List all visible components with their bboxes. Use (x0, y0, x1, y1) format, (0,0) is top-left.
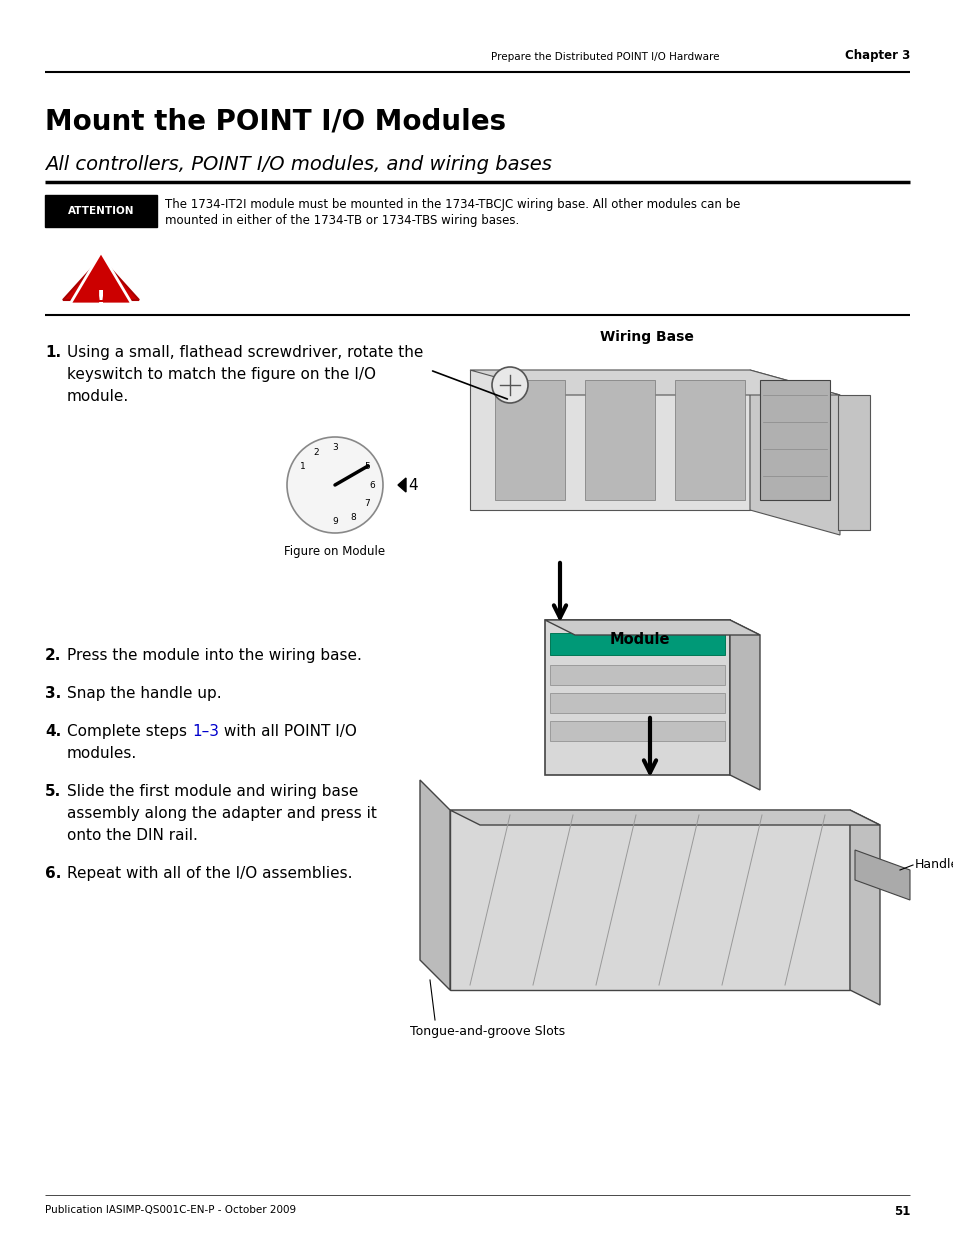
Text: 6.: 6. (45, 866, 61, 881)
Bar (550, 664, 724, 685)
Circle shape (287, 437, 382, 534)
Text: 3: 3 (332, 443, 337, 452)
Text: 1–3: 1–3 (192, 724, 219, 739)
Text: 5.: 5. (45, 784, 61, 799)
Text: !: ! (96, 290, 106, 310)
Text: Complete steps: Complete steps (67, 724, 192, 739)
Text: Prepare the Distributed POINT I/O Hardware: Prepare the Distributed POINT I/O Hardwa… (491, 52, 720, 62)
Text: Chapter 3: Chapter 3 (843, 49, 909, 62)
Text: Snap the handle up.: Snap the handle up. (67, 685, 221, 701)
Polygon shape (675, 380, 744, 500)
Text: with all POINT I/O: with all POINT I/O (219, 724, 356, 739)
Text: modules.: modules. (67, 746, 137, 761)
Text: Mount the POINT I/O Modules: Mount the POINT I/O Modules (45, 107, 506, 136)
Polygon shape (760, 380, 829, 500)
Text: ATTENTION: ATTENTION (68, 206, 134, 216)
Text: Tongue-and-groove Slots: Tongue-and-groove Slots (410, 1025, 564, 1037)
Text: module.: module. (67, 389, 129, 404)
Text: 1: 1 (300, 462, 306, 471)
Text: 4.: 4. (45, 724, 61, 739)
Text: 2: 2 (314, 448, 319, 457)
Text: 9: 9 (332, 517, 337, 526)
Text: Wiring Base: Wiring Base (599, 330, 693, 345)
Bar (450, 810, 849, 990)
Polygon shape (63, 258, 139, 300)
Polygon shape (470, 370, 749, 510)
Text: 1.: 1. (45, 345, 61, 359)
Text: mounted in either of the 1734-TB or 1734-TBS wiring bases.: mounted in either of the 1734-TB or 1734… (165, 214, 518, 227)
Text: All controllers, POINT I/O modules, and wiring bases: All controllers, POINT I/O modules, and … (45, 156, 551, 174)
Text: 5: 5 (364, 462, 370, 471)
Text: Repeat with all of the I/O assemblies.: Repeat with all of the I/O assemblies. (67, 866, 352, 881)
Polygon shape (854, 850, 909, 900)
Polygon shape (849, 810, 879, 1005)
Text: Press the module into the wiring base.: Press the module into the wiring base. (67, 648, 361, 663)
Polygon shape (70, 252, 132, 304)
Polygon shape (419, 781, 450, 990)
Text: The 1734-IT2I module must be mounted in the 1734-TBCJC wiring base. All other mo: The 1734-IT2I module must be mounted in … (165, 198, 740, 211)
Text: Using a small, flathead screwdriver, rotate the: Using a small, flathead screwdriver, rot… (67, 345, 423, 359)
Polygon shape (544, 620, 760, 635)
Text: onto the DIN rail.: onto the DIN rail. (67, 827, 197, 844)
Text: 6: 6 (369, 480, 375, 489)
Text: 2.: 2. (45, 648, 61, 663)
Polygon shape (450, 810, 879, 825)
Text: assembly along the adapter and press it: assembly along the adapter and press it (67, 806, 376, 821)
Bar (550, 634, 724, 655)
Text: Publication IASIMP-QS001C-EN-P - October 2009: Publication IASIMP-QS001C-EN-P - October… (45, 1205, 295, 1215)
Polygon shape (584, 380, 655, 500)
Polygon shape (495, 380, 564, 500)
Bar (544, 620, 729, 776)
Polygon shape (729, 620, 760, 790)
Polygon shape (470, 370, 840, 395)
Bar (550, 721, 724, 741)
Text: Slide the first module and wiring base: Slide the first module and wiring base (67, 784, 358, 799)
Text: 8: 8 (351, 513, 356, 521)
Text: Figure on Module: Figure on Module (284, 545, 385, 558)
Text: Handle: Handle (914, 858, 953, 872)
Text: keyswitch to match the figure on the I/O: keyswitch to match the figure on the I/O (67, 367, 375, 382)
Bar (550, 693, 724, 713)
Polygon shape (837, 395, 869, 530)
Text: 4: 4 (408, 478, 417, 493)
Text: 7: 7 (364, 499, 370, 508)
Polygon shape (397, 478, 406, 492)
Polygon shape (749, 370, 840, 535)
Text: 3.: 3. (45, 685, 61, 701)
Text: Module: Module (609, 632, 670, 647)
Bar (45, 195, 157, 227)
Circle shape (492, 367, 527, 403)
Text: 51: 51 (893, 1205, 909, 1218)
